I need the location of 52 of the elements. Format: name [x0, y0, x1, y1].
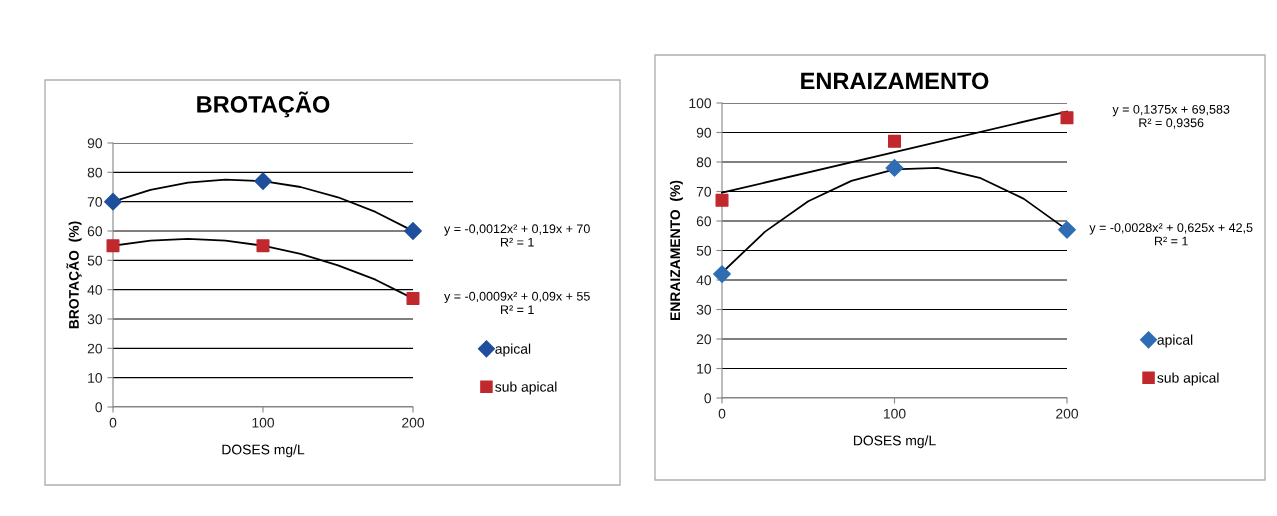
point — [885, 158, 904, 177]
y-tick-label: 0 — [704, 393, 712, 404]
x-tick-label: 100 — [252, 417, 275, 428]
text: y = -0,0028x² + 0,625x + 42,5 R² = 1 — [1089, 223, 1253, 246]
y-tick-label: 30 — [696, 304, 712, 315]
x-axis-title: DOSES mg/L — [853, 435, 936, 449]
y-tick-label: 20 — [87, 343, 103, 354]
x-axis-title: DOSES mg/L — [222, 444, 305, 458]
point — [887, 134, 902, 148]
point — [254, 172, 272, 191]
point — [404, 222, 422, 240]
y-tick-label: 50 — [696, 245, 712, 256]
point — [106, 239, 120, 253]
y-tick-label: 50 — [87, 255, 103, 266]
y-axis-title: ENRAIZAMENTO (%) — [669, 180, 683, 321]
point — [104, 192, 122, 211]
legend-label: sub apical — [495, 381, 557, 395]
point — [406, 291, 420, 305]
legend-label: apical — [1157, 334, 1193, 348]
text: y = 0,1375x + 69,583 R² = 0,9356 — [1112, 104, 1230, 129]
y-tick-label: 70 — [87, 197, 103, 207]
y-tick-label: 80 — [87, 167, 103, 178]
x-tick-label: 100 — [883, 408, 906, 419]
point — [256, 239, 270, 253]
y-tick-label: 80 — [696, 157, 712, 168]
point — [713, 265, 731, 284]
y-tick-label: 60 — [87, 226, 103, 237]
y-tick-label: 100 — [689, 98, 712, 109]
y-tick-label: 60 — [696, 216, 712, 227]
y-tick-label: 30 — [87, 314, 103, 325]
x-tick-label: 0 — [109, 417, 117, 428]
point — [1060, 111, 1074, 125]
legend-label: sub apical — [1157, 372, 1219, 386]
y-tick-label: 40 — [87, 285, 103, 295]
y-tick-label: 70 — [696, 186, 712, 197]
y-tick-label: 20 — [696, 334, 712, 345]
point — [715, 193, 729, 207]
y-tick-label: 90 — [87, 138, 103, 149]
text: y = -0,0009x² + 0,09x + 55 R² = 1 — [444, 291, 590, 314]
y-axis-title: BROTAÇÃO (%) — [66, 221, 82, 329]
chart-title: BROTAÇÃO — [197, 91, 330, 118]
x-tick-label: 200 — [402, 417, 425, 428]
x-tick-label: 200 — [1056, 408, 1079, 419]
x-tick-label: 0 — [718, 408, 726, 419]
y-tick-label: 40 — [696, 275, 712, 286]
chart-title: ENRAIZAMENTO — [801, 72, 989, 90]
y-tick-label: 10 — [697, 363, 712, 374]
y-tick-label: 10 — [88, 373, 103, 383]
y-tick-label: 90 — [696, 127, 712, 138]
legend-label: apical — [495, 343, 531, 357]
point — [1058, 220, 1076, 239]
text: y = -0,0012x² + 0,19x + 70 R² = 1 — [444, 224, 590, 247]
